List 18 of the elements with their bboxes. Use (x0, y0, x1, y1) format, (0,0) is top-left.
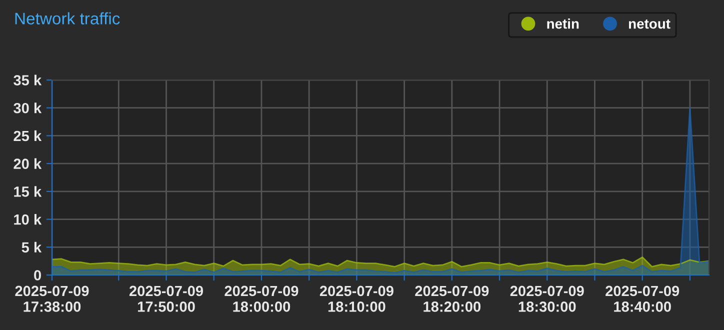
y-tick-label: 5 k (22, 242, 42, 253)
x-tick-label: 2025-07-09 18:00:00 (224, 286, 298, 312)
y-tick-label: 15 k (14, 186, 42, 197)
y-tick-label: 25 k (14, 130, 42, 142)
chart-title: Network traffic (15, 12, 120, 24)
x-tick-label: 2025-07-09 18:40:00 (606, 286, 680, 312)
x-tick-label: 2025-07-09 18:30:00 (510, 286, 584, 312)
y-tick-label: 35 k (14, 74, 42, 86)
y-tick-label: 20 k (14, 158, 42, 169)
x-tick-label: 2025-07-09 17:38:00 (15, 286, 89, 312)
y-tick-label: 0 (34, 270, 41, 280)
x-tick-label: 2025-07-09 18:10:00 (320, 286, 394, 312)
y-tick-label: 10 k (14, 214, 42, 225)
legend-label: netin (547, 18, 579, 29)
y-tick-label: 30 k (14, 102, 42, 114)
legend-label: netout (628, 20, 670, 29)
x-tick-label: 2025-07-09 18:20:00 (415, 286, 489, 312)
x-tick-label: 2025-07-09 17:50:00 (129, 286, 204, 312)
